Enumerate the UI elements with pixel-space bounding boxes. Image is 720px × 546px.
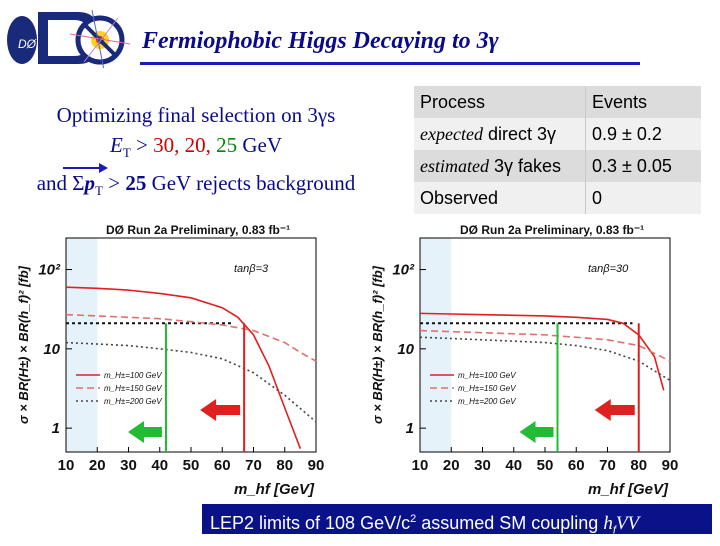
green-arrow (128, 421, 162, 443)
title-underline (140, 62, 640, 65)
x-axis-label: m_hf [GeV] (234, 481, 315, 498)
page-title: Fermiophobic Higgs Decaying to 3γ (142, 28, 499, 54)
footer-banner: LEP2 limits of 108 GeV/c2 assumed SM cou… (202, 504, 712, 537)
events-cell: 0 (592, 187, 603, 208)
chart-title: DØ Run 2a Preliminary, 0.83 fb⁻¹ (106, 223, 290, 237)
selection-line-1: Optimizing final selection on 3γs (56, 103, 336, 127)
x-tick-label: 40 (505, 457, 522, 474)
x-tick-label: 60 (214, 457, 231, 474)
x-tick-label: 10 (58, 457, 75, 474)
series-line-0 (419, 312, 665, 391)
legend-label-2: m_H±=200 GeV (104, 397, 162, 406)
selection-line-3: and ΣpT > 25 GeV rejects background (0, 163, 392, 206)
plot-frame (65, 237, 317, 453)
x-tick-label: 90 (308, 457, 324, 474)
x-tick-label: 30 (120, 457, 137, 474)
y-tick-label: 1 (406, 420, 414, 437)
selection-description: Optimizing final selection on 3γs ET > 3… (0, 100, 392, 206)
column-header-events: Events (592, 91, 648, 112)
red-arrow (594, 399, 635, 421)
do-logo: DØ (7, 9, 131, 68)
events-cell: 0.9 ± 0.2 (592, 123, 662, 144)
tanbeta-label: tanβ=30 (588, 263, 629, 275)
legend-label-1: m_H±=150 GeV (458, 384, 516, 393)
x-tick-label: 90 (662, 457, 678, 474)
series-line-2 (65, 341, 317, 423)
selection-line-2: ET > 30, 20, 25 GeV (109, 133, 283, 161)
x-tick-label: 30 (474, 457, 491, 474)
legend-label-1: m_H±=150 GeV (104, 384, 162, 393)
series-line-1 (419, 329, 671, 362)
y-tick-label: 10 (43, 341, 60, 358)
x-tick-label: 60 (568, 457, 585, 474)
y-tick-label: 1 (52, 420, 60, 437)
legend-label-0: m_H±=100 GeV (104, 371, 162, 380)
plot-tanbeta-3: DØ Run 2a Preliminary, 0.83 fb⁻¹ tanβ=3 10… (16, 223, 324, 498)
x-tick-label: 40 (151, 457, 168, 474)
x-tick-label: 50 (183, 457, 200, 474)
chart-title: DØ Run 2a Preliminary, 0.83 fb⁻¹ (460, 223, 644, 237)
legend-label-2: m_H±=200 GeV (458, 397, 516, 406)
excluded-region (66, 238, 98, 452)
excluded-region (420, 238, 452, 452)
x-tick-label: 80 (276, 457, 293, 474)
table-header-row: Process Events (414, 86, 701, 118)
x-tick-label: 80 (630, 457, 647, 474)
table-row: Observed 0 (414, 182, 701, 214)
x-tick-label: 70 (245, 457, 262, 474)
plot-tanbeta-30: DØ Run 2a Preliminary, 0.83 fb⁻¹ tanβ=30 1… (370, 223, 678, 498)
green-arrow (519, 421, 554, 443)
x-tick-label: 20 (89, 457, 106, 474)
vector-arrow: p (63, 163, 107, 198)
table-row: expected direct 3γ 0.9 ± 0.2 (414, 118, 701, 150)
process-cell: estimated 3γ fakes (414, 150, 586, 182)
x-axis-label: m_hf [GeV] (588, 481, 669, 498)
x-tick-label: 20 (443, 457, 460, 474)
x-tick-label: 70 (599, 457, 616, 474)
process-cell: Observed (414, 182, 586, 214)
series-line-2 (419, 336, 671, 382)
y-tick-label: 10 (397, 341, 414, 358)
y-tick-label: 10² (38, 262, 61, 279)
events-cell: 0.3 ± 0.05 (592, 155, 672, 176)
y-axis-label: σ × BR(H±) × BR(h_f)² [fb] (370, 265, 385, 424)
y-tick-label: 10² (392, 262, 415, 279)
process-cell: expected direct 3γ (414, 118, 586, 150)
red-arrow (200, 399, 241, 421)
x-tick-label: 50 (537, 457, 554, 474)
y-axis-label: σ × BR(H±) × BR(h_f)² [fb] (16, 265, 31, 424)
x-tick-label: 10 (412, 457, 429, 474)
series-line-0 (65, 286, 302, 450)
series-line-1 (65, 313, 317, 362)
results-table: Process Events expected direct 3γ 0.9 ± … (414, 86, 701, 214)
tanbeta-label: tanβ=3 (234, 263, 269, 275)
legend-label-0: m_H±=100 GeV (458, 371, 516, 380)
logo-text: DØ (18, 37, 37, 51)
column-header-process: Process (414, 86, 586, 118)
table-row: estimated 3γ fakes 0.3 ± 0.05 (414, 150, 701, 182)
